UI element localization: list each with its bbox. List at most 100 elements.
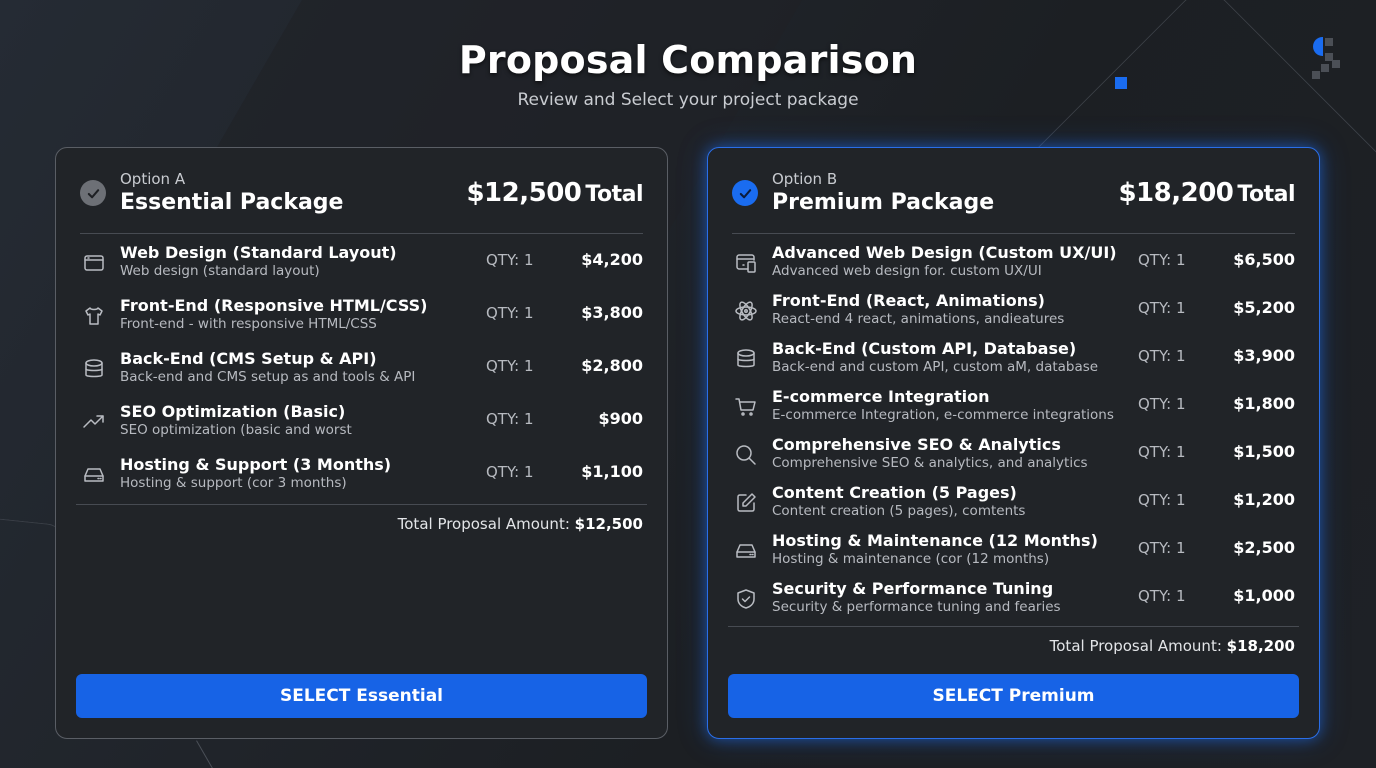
line-item-description: E-commerce Integration, e-commerce integ… [772,407,1114,423]
line-items-list: Web Design (Standard Layout) Web design … [80,243,643,508]
line-item-price: $1,200 [1233,490,1295,509]
line-item-qty: QTY: 1 [486,357,534,375]
line-item-title: Front-End (Responsive HTML/CSS) [120,296,428,315]
line-item-description: Hosting & support (cor 3 months) [120,475,347,491]
line-item: Comprehensive SEO & Analytics Comprehens… [732,435,1295,483]
line-items-list: Advanced Web Design (Custom UX/UI) Advan… [732,243,1295,627]
line-item: Content Creation (5 Pages) Content creat… [732,483,1295,531]
total-value: $18,200 [1226,637,1295,655]
line-item-title: Advanced Web Design (Custom UX/UI) [772,243,1117,262]
line-item-price: $6,500 [1233,250,1295,269]
line-item-description: Comprehensive SEO & analytics, and analy… [772,455,1088,471]
line-item-price: $2,800 [581,356,643,375]
select-essential-button[interactable]: SELECT Essential [76,674,647,718]
line-item-qty: QTY: 1 [1138,539,1186,557]
checkmark-circle-icon[interactable] [80,180,106,206]
line-item: Security & Performance Tuning Security &… [732,579,1295,627]
total-value: $12,500 [574,515,643,533]
page-title: Proposal Comparison [458,38,918,82]
line-item: E-commerce Integration E-commerce Integr… [732,387,1295,435]
line-item-qty: QTY: 1 [486,251,534,269]
line-item-description: Security & performance tuning and fearie… [772,599,1061,615]
line-item: Back-End (Custom API, Database) Back-end… [732,339,1295,387]
line-item-qty: QTY: 1 [486,463,534,481]
line-item-description: Web design (standard layout) [120,263,320,279]
package-total: $18,200 Total [1118,178,1295,208]
react-atom-icon [734,299,758,323]
total-label: Total Proposal Amount: [397,515,570,533]
browser-window-icon [82,251,106,275]
package-name: Premium Package [772,190,995,215]
page-header: Proposal Comparison Review and Select yo… [0,38,1376,110]
total-label: Total Proposal Amount: [1049,637,1222,655]
line-item-title: E-commerce Integration [772,387,990,406]
line-item-qty: QTY: 1 [486,304,534,322]
line-item-price: $1,500 [1233,442,1295,461]
line-item-title: Back-End (CMS Setup & API) [120,349,377,368]
database-icon [82,357,106,381]
line-item-price: $1,000 [1233,586,1295,605]
package-card-essential[interactable]: Option A Essential Package $12,500 Total … [55,147,668,739]
line-item-description: Hosting & maintenance (cor (12 months) [772,551,1050,567]
line-item-qty: QTY: 1 [1138,299,1186,317]
line-item-title: Hosting & Maintenance (12 Months) [772,531,1098,550]
line-item-title: Hosting & Support (3 Months) [120,455,392,474]
decorative-line [196,740,217,768]
divider [76,504,647,505]
line-item: Advanced Web Design (Custom UX/UI) Advan… [732,243,1295,291]
shield-check-icon [734,587,758,611]
line-item-price: $3,800 [581,303,643,322]
logo-icon [1310,34,1346,79]
line-item-description: SEO optimization (basic and worst [120,422,352,438]
line-item-description: Advanced web design for. custom UX/UI [772,263,1042,279]
line-item: Front-End (React, Animations) React-end … [732,291,1295,339]
line-item-qty: QTY: 1 [1138,347,1186,365]
package-total-word: Total [1237,182,1295,207]
line-item-description: Front-end - with responsive HTML/CSS [120,316,377,332]
card-header: Option B Premium Package $18,200 Total [732,168,1295,234]
package-total: $12,500 Total [466,178,643,208]
line-item-title: Security & Performance Tuning [772,579,1054,598]
tshirt-icon [82,304,106,328]
package-card-premium[interactable]: Option B Premium Package $18,200 Total Ad… [707,147,1320,739]
line-item-title: Comprehensive SEO & Analytics [772,435,1061,454]
line-item-price: $1,100 [581,462,643,481]
package-total-word: Total [585,182,643,207]
package-name: Essential Package [120,190,344,215]
line-item-description: React-end 4 react, animations, andieatur… [772,311,1065,327]
line-item-price: $900 [598,409,643,428]
line-item: Hosting & Support (3 Months) Hosting & s… [80,455,643,508]
server-drive-icon [82,463,106,487]
select-premium-button[interactable]: SELECT Premium [728,674,1299,718]
line-item-price: $2,500 [1233,538,1295,557]
line-item-qty: QTY: 1 [486,410,534,428]
line-item-title: SEO Optimization (Basic) [120,402,346,421]
line-item-description: Content creation (5 pages), comtents [772,503,1026,519]
line-item-title: Web Design (Standard Layout) [120,243,397,262]
line-item-price: $1,800 [1233,394,1295,413]
line-item-qty: QTY: 1 [1138,587,1186,605]
line-item-qty: QTY: 1 [1138,443,1186,461]
line-item-price: $3,900 [1233,346,1295,365]
line-item-title: Front-End (React, Animations) [772,291,1045,310]
server-drive-icon [734,539,758,563]
divider [728,626,1299,627]
line-item-description: Back-end and CMS setup as and tools & AP… [120,369,416,385]
line-item: Hosting & Maintenance (12 Months) Hostin… [732,531,1295,579]
line-item-price: $5,200 [1233,298,1295,317]
line-item-price: $4,200 [581,250,643,269]
total-proposal-amount: Total Proposal Amount: $12,500 [398,515,643,533]
line-item-qty: QTY: 1 [1138,251,1186,269]
package-total-amount: $12,500 [466,178,582,208]
database-icon [734,347,758,371]
option-label: Option B [772,170,838,188]
page-subtitle: Review and Select your project package [517,90,859,110]
decorative-square [1115,77,1127,89]
line-item: Front-End (Responsive HTML/CSS) Front-en… [80,296,643,349]
line-item-qty: QTY: 1 [1138,491,1186,509]
checkmark-circle-icon[interactable] [732,180,758,206]
edit-icon [734,491,758,515]
search-icon [734,443,758,467]
line-item-description: Back-end and custom API, custom aM, data… [772,359,1099,375]
line-item-qty: QTY: 1 [1138,395,1186,413]
